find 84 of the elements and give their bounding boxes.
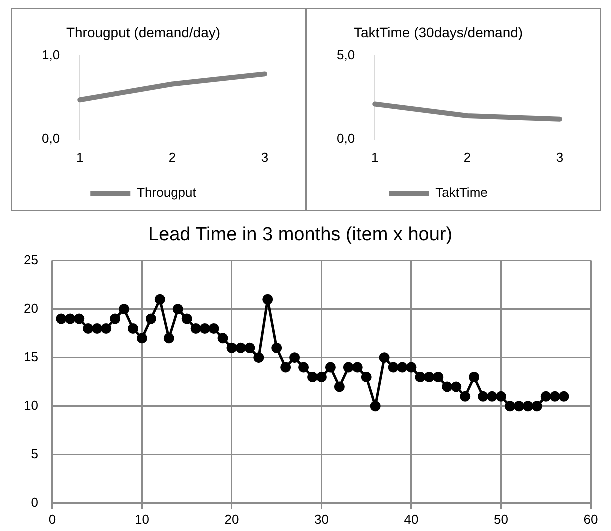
point (504, 401, 516, 412)
point (272, 342, 282, 354)
point (83, 323, 94, 334)
point (558, 391, 570, 402)
point (352, 362, 363, 373)
point (370, 401, 381, 412)
x-tick-label: 1 (76, 150, 84, 165)
y-tick-label: 25 (24, 252, 38, 268)
x-tick-label: 2 (464, 150, 472, 165)
legend-label: TaktTime (436, 185, 488, 200)
y-tick-label: 5 (31, 446, 38, 462)
point (92, 323, 103, 334)
point (290, 352, 300, 364)
point (316, 372, 327, 382)
point (65, 314, 76, 324)
point (406, 362, 417, 373)
point (550, 391, 560, 402)
y-tick-label: 15 (24, 349, 38, 364)
y-tick-label: 5,0 (336, 47, 356, 62)
point (460, 391, 471, 402)
point (469, 372, 480, 382)
point (119, 304, 130, 315)
y-tick-label: 20 (24, 300, 38, 316)
point (433, 372, 444, 382)
point (451, 382, 462, 392)
point (514, 401, 524, 412)
point (532, 401, 542, 412)
point (56, 314, 67, 324)
point (325, 362, 336, 373)
chart-title: TaktTime (30days/demand) (354, 24, 524, 40)
point (388, 362, 399, 373)
point (226, 342, 238, 354)
point (128, 323, 138, 334)
x-tick-label: 3 (261, 150, 269, 165)
point (415, 372, 426, 382)
point (487, 391, 498, 402)
point (308, 372, 318, 382)
chart-title: Lead Time in 3 months (item x hour) (148, 224, 453, 246)
point (298, 362, 310, 373)
point (164, 333, 174, 344)
point (218, 333, 228, 344)
y-tick-label: 1,0 (42, 47, 60, 62)
point (110, 314, 121, 324)
point (136, 333, 148, 344)
point (262, 294, 274, 305)
point (154, 294, 166, 305)
point (343, 362, 354, 373)
y-tick-label: 0 (31, 494, 38, 510)
point (540, 391, 552, 402)
point (522, 401, 534, 412)
point (208, 323, 220, 334)
chart-title: Througput (demand/day) (66, 24, 221, 40)
x-tick-label: 2 (168, 150, 176, 165)
y-tick-label: 10 (24, 398, 38, 413)
point (172, 304, 184, 315)
point (200, 323, 210, 334)
point (254, 352, 264, 364)
point (236, 342, 246, 354)
x-tick-label: 20 (224, 512, 240, 527)
x-tick-label: 1 (371, 150, 379, 165)
x-tick-label: 60 (584, 512, 598, 527)
point (190, 323, 202, 334)
point (361, 372, 372, 382)
legend-label: Througput (137, 185, 197, 200)
y-tick-label: 0,0 (42, 130, 60, 146)
x-tick-label: 40 (404, 512, 419, 527)
point (334, 382, 345, 392)
point (478, 391, 489, 402)
point (244, 342, 256, 354)
point (280, 362, 292, 373)
point (397, 362, 408, 373)
point (74, 314, 85, 324)
x-tick-label: 3 (556, 150, 564, 165)
x-tick-label: 50 (494, 512, 508, 527)
point (496, 391, 506, 402)
x-tick-label: 10 (134, 512, 150, 527)
x-tick-label: 30 (314, 512, 329, 527)
point (146, 314, 156, 324)
point (182, 314, 192, 324)
point (101, 323, 112, 334)
point (379, 352, 390, 364)
y-tick-label: 0,0 (336, 130, 356, 146)
point (442, 382, 453, 392)
point (424, 372, 435, 382)
